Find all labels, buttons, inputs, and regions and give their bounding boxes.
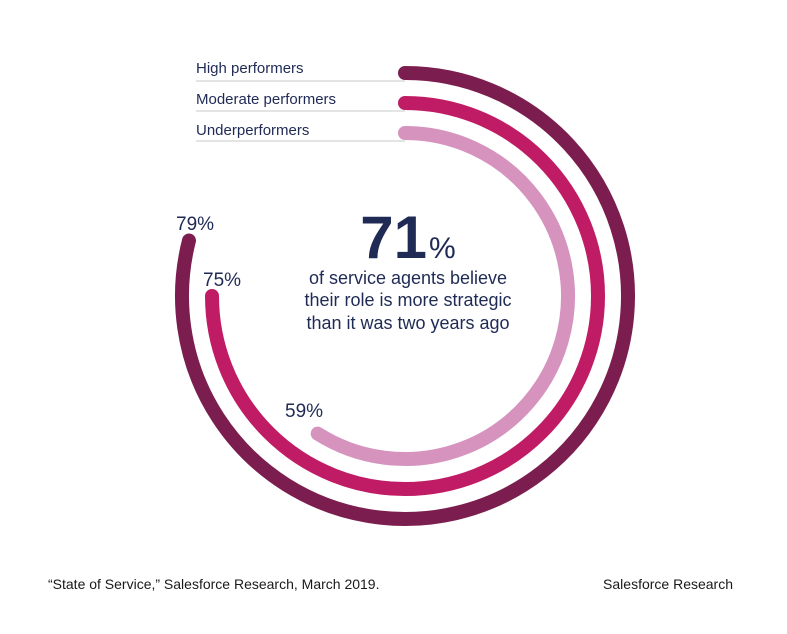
legend-high-performers: High performers (196, 60, 304, 77)
legend-leader-lines (196, 80, 405, 142)
arc-moderate (205, 96, 605, 496)
legend-moderate-performers: Moderate performers (196, 91, 336, 108)
brand-credit: Salesforce Research (603, 576, 733, 592)
legend-underperformers: Underperformers (196, 122, 309, 139)
source-citation: “State of Service,” Salesforce Research,… (48, 576, 380, 592)
headline-caption-line-3: than it was two years ago (306, 313, 509, 333)
arc-under (310, 126, 575, 466)
headline-number: 71 (360, 204, 427, 271)
value-label-under: 59% (285, 401, 323, 422)
value-label-moderate: 75% (203, 270, 241, 291)
headline-caption-line-1: of service agents believe (309, 268, 507, 288)
headline-unit: % (429, 232, 456, 265)
headline-caption-line-2: their role is more strategic (304, 290, 511, 310)
arcs (175, 66, 635, 526)
headline-stat: 71% (360, 204, 455, 271)
arc-high (175, 66, 635, 526)
value-label-high: 79% (176, 214, 214, 235)
